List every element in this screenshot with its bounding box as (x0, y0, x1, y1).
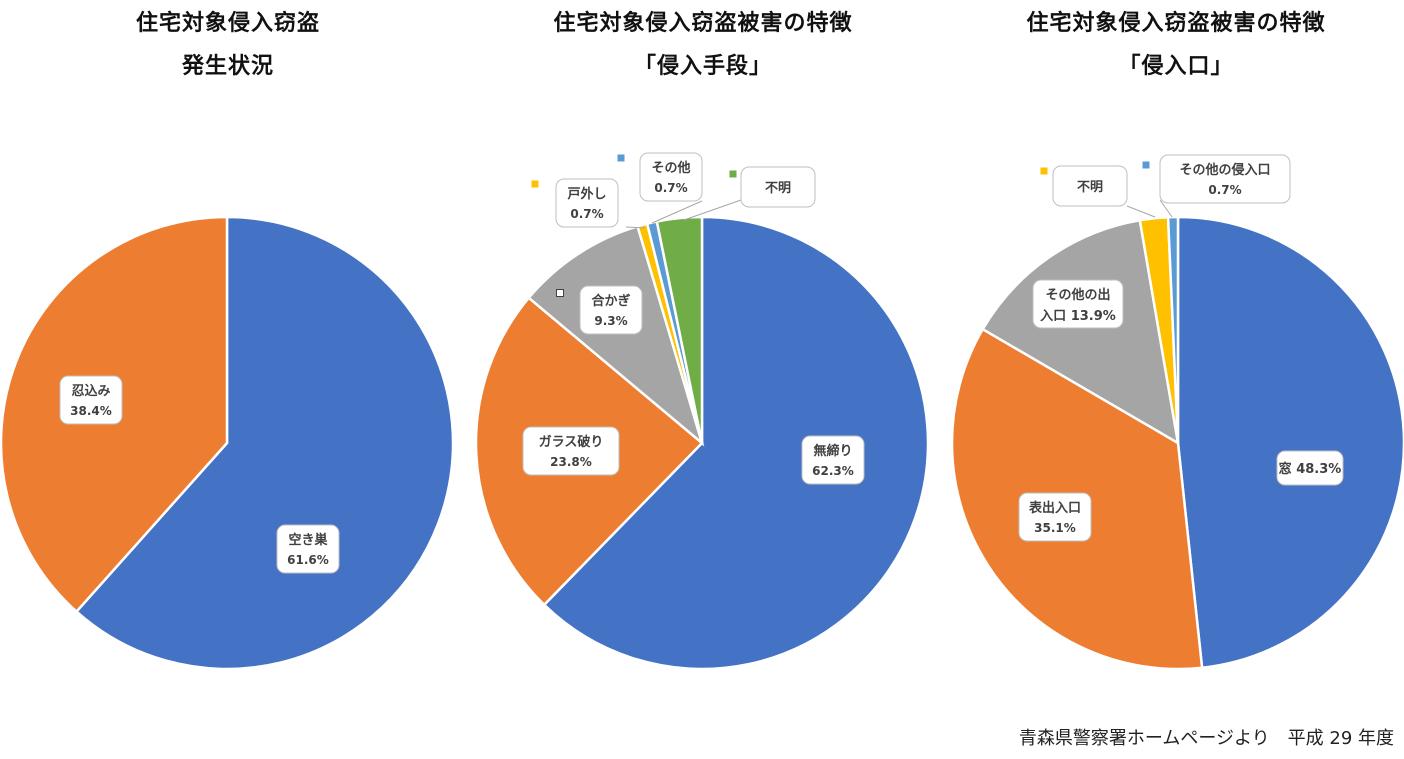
pie-2-label-value-2: 23.8% (550, 455, 592, 469)
pie-1-label-2: 忍込み 38.4% (59, 375, 123, 425)
pie-2-label-box-1 (801, 435, 865, 485)
pie-2-leader-line-4 (625, 226, 646, 229)
pie-2-label-box-2 (522, 426, 620, 476)
chart-1-title-line-1: 住宅対象侵入窃盗 (135, 11, 320, 36)
pie-3-legend-key-4 (1040, 167, 1048, 175)
pie-2-label-value-1: 62.3% (812, 464, 854, 478)
chart-2-title-line-1: 住宅対象侵入窃盗被害の特徴 (553, 11, 853, 36)
chart-2-title: 住宅対象侵入窃盗被害の特徴 「侵入手段」 (502, 2, 904, 88)
pie-2-slice-1 (542, 215, 930, 671)
pie-2-label-box-3 (579, 285, 643, 335)
pie-3-label-box-2 (1018, 492, 1092, 542)
pie-1-label-name-1: 空き巣 (288, 532, 328, 548)
pie-3-label-value-5: 0.7% (1208, 183, 1241, 197)
pie-1-label-box-2 (59, 375, 123, 425)
pie-2-label-1: 無締り 62.3% (801, 435, 865, 485)
pie-chart-1 (0, 215, 455, 671)
pie-1-label-value-2: 38.4% (70, 404, 112, 418)
pie-2-label-value-3: 9.3% (594, 314, 627, 328)
pie-2-label-name-6: 不明 (765, 181, 791, 196)
chart-3-title-line-1: 住宅対象侵入窃盗被害の特徴 (1026, 11, 1326, 36)
pie-1-slice-1 (74, 215, 455, 671)
pie-2-label-name-5: その他 (651, 160, 690, 176)
pie-3-leader-line-4 (1126, 205, 1156, 218)
pie-2-label-box-4 (555, 178, 619, 228)
chart-1-title: 住宅対象侵入窃盗 発生状況 (70, 2, 386, 88)
pie-2-label-3: 合かぎ 9.3% (556, 261, 651, 335)
pie-1-label-value-1: 61.6% (287, 553, 329, 567)
pie-3-label-box-1 (1276, 450, 1344, 486)
pie-2-label-2: ガラス破り 23.8% (522, 426, 620, 476)
pie-1-label-name-2: 忍込み (71, 383, 110, 399)
pie-3-label-1: 窓 48.3% (1276, 450, 1344, 486)
pie-2-label-value-5: 0.7% (654, 181, 687, 195)
pie-3-label-4: 不明 (1040, 165, 1156, 218)
pie-3-label-box-4 (1052, 165, 1128, 207)
pie-2-legend-key-3 (556, 289, 564, 297)
pie-3-label-name-2: 表出入口 (1028, 500, 1081, 516)
chart-2-title-line-2: 「侵入手段」 (633, 54, 772, 79)
pie-2-label-4: 戸外し 0.7% (531, 178, 646, 229)
chart-1-title-line-2: 発生状況 (181, 54, 274, 79)
pie-2-slice-6 (655, 215, 704, 444)
pie-3-label-name-3a: その他の出 (1045, 287, 1110, 303)
chart-3-title-line-2: 「侵入口」 (1118, 54, 1234, 79)
pie-2-label-box-5 (639, 152, 703, 202)
chart-3-title: 住宅対象侵入窃盗被害の特徴 「侵入口」 (975, 2, 1377, 88)
pie-2-legend-key-6 (729, 170, 737, 178)
pie-3-slice-5 (1166, 215, 1180, 444)
pie-3-label-box-3 (1032, 279, 1124, 329)
pie-2-label-5: その他 0.7% (617, 152, 703, 224)
pie-2-label-name-3: 合かぎ (591, 293, 630, 309)
pie-3-leader-line-5 (1159, 199, 1173, 218)
pie-2-legend-key-5 (617, 154, 625, 162)
pie-2-label-value-4: 0.7% (570, 207, 603, 221)
pie-3-slice-1 (1176, 215, 1404, 670)
pie-2-label-name-4: 戸外し (567, 186, 606, 202)
pie-2-label-6: 不明 (683, 166, 816, 221)
pie-1-label-1: 空き巣 61.6% (276, 524, 340, 574)
pie-2-leader-line-5 (651, 200, 703, 224)
pie-2-label-box-6 (740, 166, 816, 208)
pie-3-label-5: その他の侵入口 0.7% (1142, 154, 1291, 218)
pie-3-label-name-5: その他の侵入口 (1179, 162, 1270, 178)
pie-3-slice-3 (981, 218, 1180, 446)
pie-2-label-name-1: 無締り (813, 443, 852, 459)
pie-2-legend-key-4 (531, 180, 539, 188)
pie-3-label-box-5 (1159, 154, 1291, 204)
pie-2-slice-3 (527, 224, 705, 447)
pie-3-label-text-1: 窓 48.3% (1279, 461, 1342, 477)
pie-3-label-2: 表出入口 35.1% (1018, 492, 1092, 542)
pie-3-label-name-4: 不明 (1077, 180, 1103, 195)
source-note: 青森県警察署ホームページより 平成 29 年度 (1018, 728, 1394, 749)
pie-3-label-name-3b: 入口 13.9% (1040, 309, 1116, 324)
pie-1-label-box-1 (276, 524, 340, 574)
pie-2-label-name-2: ガラス破り (539, 434, 604, 450)
pie-3-legend-key-5 (1142, 161, 1150, 169)
pie-chart-3 (950, 215, 1404, 671)
pie-3-label-value-2: 35.1% (1034, 521, 1076, 535)
pie-2-leader-line-6 (683, 199, 742, 221)
